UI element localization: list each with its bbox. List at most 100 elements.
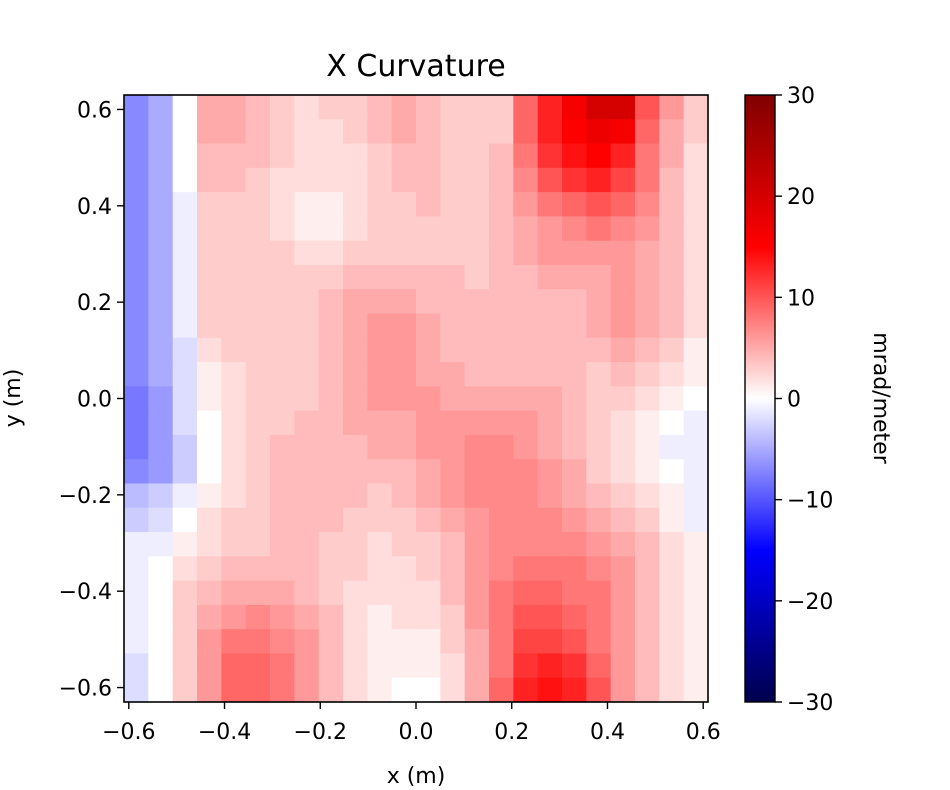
- heatmap-cell: [489, 677, 514, 703]
- heatmap-cell: [343, 410, 368, 436]
- heatmap-cell: [489, 556, 514, 582]
- heatmap-cell: [416, 532, 441, 557]
- heatmap-cell: [562, 677, 587, 703]
- heatmap-cell: [172, 410, 198, 436]
- heatmap-cell: [172, 677, 198, 703]
- heatmap-cell: [148, 677, 174, 703]
- heatmap-cell: [245, 167, 271, 193]
- heatmap-cell: [440, 216, 466, 242]
- heatmap-cell: [318, 653, 344, 679]
- heatmap-cell: [464, 629, 490, 655]
- heatmap-cell: [343, 532, 368, 557]
- heatmap-cell: [586, 434, 612, 460]
- heatmap-cell: [586, 143, 612, 169]
- heatmap-cell: [659, 216, 685, 242]
- heatmap-cell: [537, 532, 563, 557]
- heatmap-cell: [683, 313, 709, 339]
- heatmap-cell: [172, 653, 198, 679]
- heatmap-cell: [513, 483, 539, 509]
- heatmap-cell: [562, 167, 587, 193]
- heatmap-cell: [391, 167, 417, 193]
- heatmap-cell: [391, 507, 417, 533]
- heatmap-cell: [391, 483, 417, 509]
- heatmap-cell: [197, 216, 222, 242]
- heatmap-cell: [683, 337, 709, 363]
- heatmap-cell: [391, 459, 417, 485]
- heatmap-cell: [562, 337, 587, 363]
- heatmap-cell: [197, 289, 222, 315]
- heatmap-cell: [464, 167, 490, 193]
- heatmap-cell: [537, 143, 563, 169]
- heatmap-cell: [294, 434, 320, 460]
- heatmap-cell: [440, 677, 466, 703]
- heatmap-cell: [562, 119, 587, 145]
- heatmap-cell: [586, 95, 612, 120]
- heatmap-cell: [659, 629, 685, 655]
- heatmap-cell: [197, 459, 222, 485]
- heatmap-cell: [537, 167, 563, 193]
- heatmap-cell: [343, 119, 368, 145]
- heatmap-cell: [318, 507, 344, 533]
- heatmap-cell: [294, 192, 320, 217]
- heatmap-cell: [367, 337, 393, 363]
- heatmap-cell: [464, 532, 490, 557]
- heatmap-cell: [683, 410, 709, 436]
- heatmap-cell: [537, 240, 563, 266]
- heatmap-cell: [148, 313, 174, 339]
- heatmap-cell: [367, 532, 393, 557]
- heatmap-cell: [343, 167, 368, 193]
- heatmap-cell: [197, 580, 222, 606]
- heatmap-cell: [245, 264, 271, 290]
- heatmap-cell: [489, 143, 514, 169]
- heatmap-cell: [172, 580, 198, 606]
- heatmap-cell: [610, 532, 636, 557]
- heatmap-cell: [245, 119, 271, 145]
- heatmap-cell: [221, 216, 247, 242]
- heatmap-cell: [586, 653, 612, 679]
- heatmap-cell: [513, 119, 539, 145]
- heatmap-cell: [318, 532, 344, 557]
- heatmap-cell: [294, 532, 320, 557]
- heatmap-cell: [659, 313, 685, 339]
- heatmap-cell: [318, 410, 344, 436]
- heatmap-cell: [537, 264, 563, 290]
- heatmap-cell: [610, 289, 636, 315]
- heatmap-cell: [537, 434, 563, 460]
- heatmap-cell: [416, 264, 441, 290]
- x-tick-label: 0.4: [590, 720, 625, 745]
- heatmap-cell: [221, 532, 247, 557]
- heatmap-cell: [318, 580, 344, 606]
- heatmap-cell: [318, 556, 344, 582]
- heatmap-cell: [270, 143, 295, 169]
- heatmap-cell: [367, 264, 393, 290]
- heatmap-cell: [148, 337, 174, 363]
- heatmap-cell: [124, 459, 149, 485]
- heatmap-cell: [489, 507, 514, 533]
- heatmap-cell: [659, 240, 685, 266]
- heatmap-cell: [513, 653, 539, 679]
- heatmap-cell: [221, 629, 247, 655]
- heatmap-cell: [318, 483, 344, 509]
- heatmap-cell: [294, 556, 320, 582]
- heatmap-cell: [464, 507, 490, 533]
- heatmap-cell: [148, 192, 174, 217]
- heatmap-cell: [440, 629, 466, 655]
- x-tick-label: 0.0: [399, 720, 434, 745]
- heatmap-cell: [610, 119, 636, 145]
- heatmap-cell: [124, 580, 149, 606]
- heatmap-cell: [124, 556, 149, 582]
- heatmap-cell: [197, 483, 222, 509]
- heatmap-cell: [513, 289, 539, 315]
- heatmap-cell: [610, 337, 636, 363]
- heatmap-cell: [318, 119, 344, 145]
- heatmap-cell: [464, 95, 490, 120]
- heatmap-cell: [635, 337, 660, 363]
- heatmap-cell: [270, 337, 295, 363]
- heatmap-cell: [464, 313, 490, 339]
- heatmap-cell: [659, 507, 685, 533]
- heatmap-cell: [513, 216, 539, 242]
- heatmap-cell: [367, 629, 393, 655]
- y-tick-label: −0.4: [59, 580, 112, 605]
- heatmap-cell: [197, 677, 222, 703]
- heatmap-cell: [416, 143, 441, 169]
